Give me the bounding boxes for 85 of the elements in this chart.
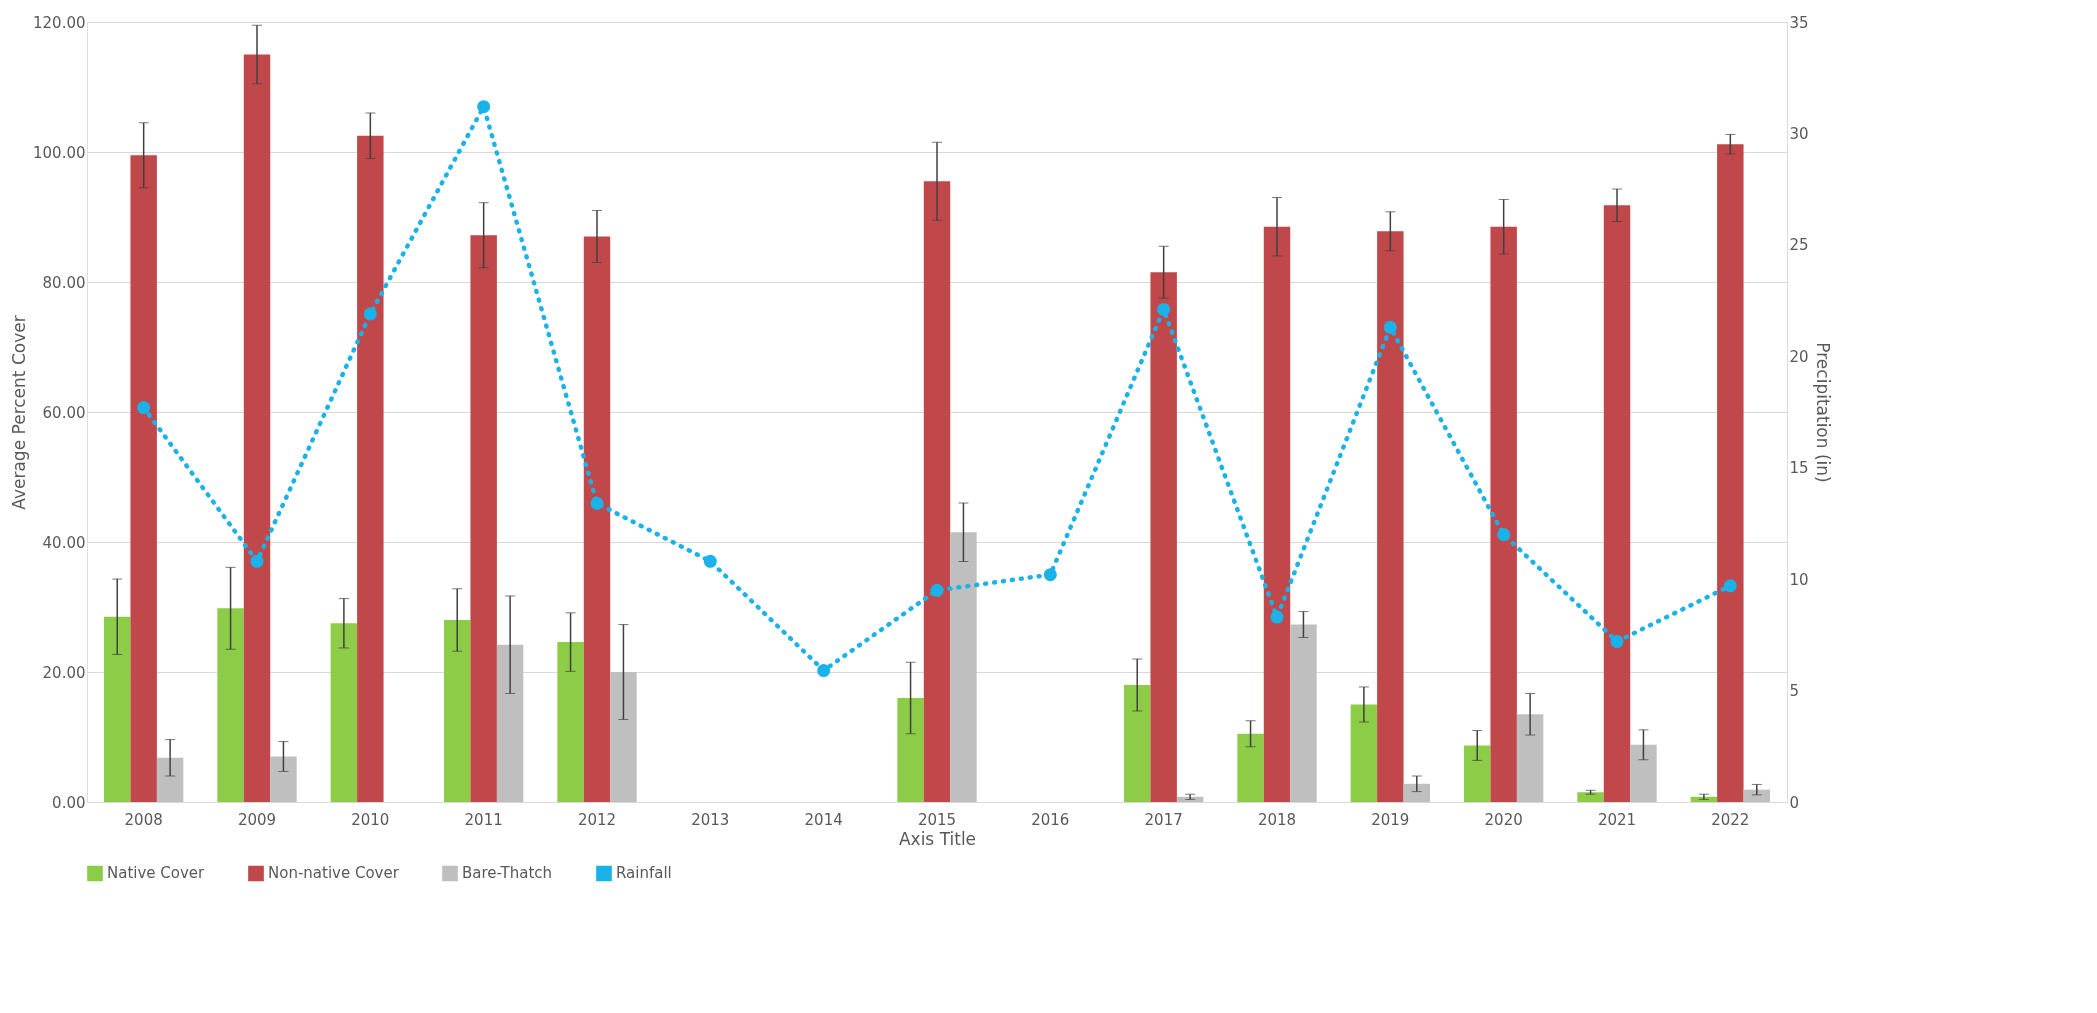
bar	[217, 608, 244, 802]
bar	[610, 672, 637, 802]
y2-tick-label: 15	[1789, 459, 1809, 478]
bar	[1237, 733, 1264, 802]
point	[1270, 610, 1284, 624]
bar	[1377, 231, 1404, 802]
y-tick-label: 40.00	[42, 533, 86, 552]
x-tick-label: 2011	[464, 810, 503, 829]
bar	[156, 757, 184, 802]
point	[137, 401, 151, 415]
point	[1043, 568, 1057, 582]
x-tick-label: 2017	[1144, 810, 1183, 829]
point	[1610, 635, 1624, 649]
point	[250, 554, 264, 568]
y-tick-label: 80.00	[42, 273, 86, 292]
y2-axis-title: Precipitation (in)	[1812, 342, 1833, 483]
bar	[1577, 792, 1604, 802]
bar	[1263, 226, 1291, 802]
bar	[470, 235, 497, 802]
bar	[1150, 272, 1177, 802]
point	[1723, 579, 1737, 593]
bar	[897, 698, 924, 802]
x-tick-label: 2014	[804, 810, 843, 829]
y2-tick-label: 30	[1789, 124, 1809, 143]
legend-label: Rainfall	[616, 864, 672, 883]
y-tick-label: 20.00	[42, 663, 86, 682]
y2-tick-label: 10	[1789, 570, 1809, 589]
point	[590, 496, 604, 510]
x-tick-label: 2015	[917, 810, 957, 829]
bar	[270, 756, 297, 802]
point	[363, 307, 377, 321]
bar	[330, 623, 358, 802]
bar	[104, 616, 131, 802]
bar	[583, 236, 611, 802]
point	[1157, 302, 1171, 316]
x-tick-label: 2022	[1711, 810, 1750, 829]
bar	[1630, 744, 1657, 802]
point	[1497, 528, 1511, 542]
x-tick-label: 2010	[351, 810, 390, 829]
point	[703, 554, 717, 568]
bar	[130, 155, 157, 802]
y-tick-label: 60.00	[42, 403, 86, 422]
bar	[444, 620, 471, 802]
y2-tick-label: 20	[1789, 347, 1809, 366]
bar	[950, 532, 977, 802]
y-tick-label: 0.00	[52, 793, 86, 812]
y-axis-title: Average Percent Cover	[9, 315, 30, 510]
bar	[496, 644, 524, 802]
y-tick-label: 120.00	[33, 13, 86, 32]
y2-tick-label: 25	[1789, 236, 1809, 255]
bar	[1290, 624, 1317, 802]
point	[930, 583, 944, 597]
bar	[557, 642, 584, 802]
bar	[1603, 205, 1631, 802]
legend-label: Native Cover	[107, 864, 206, 883]
bar	[243, 54, 271, 802]
bar	[1490, 226, 1517, 802]
x-tick-label: 2020	[1484, 810, 1523, 829]
y2-tick-label: 35	[1789, 13, 1809, 32]
bar	[1403, 783, 1430, 802]
y-tick-label: 100.00	[33, 143, 86, 162]
bar	[1124, 685, 1151, 802]
x-tick-label: 2012	[577, 810, 617, 829]
bar	[1743, 789, 1770, 802]
x-tick-label: 2021	[1597, 810, 1637, 829]
y2-tick-label: 0	[1789, 793, 1800, 812]
x-tick-label: 2018	[1257, 810, 1297, 829]
bar	[1717, 144, 1744, 802]
bar	[357, 135, 384, 802]
legend-label: Non-native Cover	[268, 864, 400, 883]
point	[817, 664, 831, 678]
x-tick-label: 2019	[1371, 810, 1410, 829]
bar	[1464, 745, 1491, 802]
x-tick-label: 2009	[237, 810, 277, 829]
point	[477, 100, 491, 114]
y2-tick-label: 5	[1789, 682, 1800, 701]
legend-label: Bare-Thatch	[462, 864, 553, 883]
x-tick-label: 2016	[1031, 810, 1070, 829]
point	[1383, 320, 1397, 334]
bar	[923, 181, 951, 802]
x-tick-label: 2013	[691, 810, 730, 829]
bar	[1516, 714, 1544, 802]
bar	[1350, 704, 1378, 802]
x-tick-label: 2008	[124, 810, 163, 829]
x-axis-title: Axis Title	[898, 828, 977, 849]
